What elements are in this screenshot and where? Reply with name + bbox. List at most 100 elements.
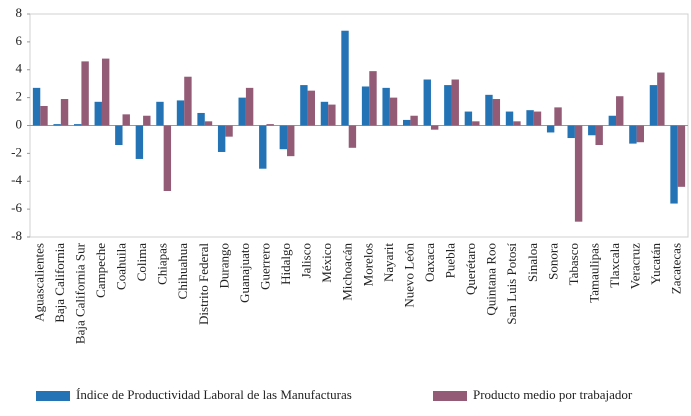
bar	[389, 97, 398, 126]
bar	[546, 125, 555, 133]
bar	[238, 97, 246, 126]
bar	[423, 79, 431, 126]
x-tick-label: Michoacán	[340, 243, 355, 301]
bar	[184, 76, 192, 126]
x-tick-label: Baja California	[52, 243, 67, 323]
legend-swatch	[433, 391, 467, 401]
x-tick-label: Chihuahua	[175, 243, 190, 300]
x-tick-label: Morelos	[360, 243, 375, 286]
x-tick-label: Distrito Federal	[196, 243, 211, 325]
y-tick-label: -6	[11, 200, 22, 215]
bar	[464, 111, 473, 126]
x-tick-label: Querétaro	[463, 243, 478, 295]
bar	[143, 115, 151, 126]
bar	[176, 100, 185, 126]
bar	[259, 125, 267, 169]
x-tick-label: Baja California Sur	[72, 242, 87, 344]
x-tick-label: Sinaloa	[525, 243, 540, 282]
legend-swatch	[36, 391, 70, 401]
x-tick-label: Campeche	[93, 243, 108, 298]
bar	[122, 114, 130, 126]
bar	[225, 125, 233, 137]
bar	[492, 99, 501, 126]
bar	[505, 111, 514, 126]
bar	[430, 125, 439, 130]
x-tick-label: Chiapas	[155, 243, 170, 285]
y-tick-label: -4	[11, 172, 22, 187]
bar	[115, 125, 123, 146]
bar	[60, 99, 69, 126]
y-tick-label: 2	[16, 89, 23, 104]
bar	[657, 72, 665, 126]
bar	[588, 125, 596, 136]
bar	[616, 96, 624, 126]
x-tick-label: Jalisco	[299, 243, 314, 278]
bar	[485, 94, 493, 126]
bar	[410, 115, 418, 126]
bar	[197, 112, 205, 126]
y-tick-label: -2	[11, 144, 22, 159]
y-tick-label: 8	[16, 5, 23, 20]
x-tick-label: Colima	[134, 243, 149, 282]
bar	[526, 110, 534, 126]
legend-label: Índice de Productividad Laboral de las M…	[76, 387, 352, 402]
bar	[204, 121, 213, 126]
bar	[74, 124, 82, 126]
bar	[444, 85, 452, 126]
bar	[245, 87, 254, 126]
bar	[53, 124, 61, 126]
bar	[670, 125, 678, 204]
x-tick-label: Tamaulipas	[586, 243, 601, 303]
legend-label: Producto medio por trabajador	[473, 387, 633, 402]
bar	[513, 121, 521, 126]
bar	[341, 30, 349, 126]
bar	[554, 107, 562, 126]
bar	[677, 125, 686, 187]
x-tick-label: Puebla	[443, 243, 458, 279]
bar	[629, 125, 637, 144]
bar	[307, 90, 315, 126]
x-tick-label: Veracruz	[628, 243, 643, 289]
bar	[320, 101, 329, 126]
x-tick-label: San Luis Potosí	[504, 243, 519, 325]
x-tick-label: Yucatán	[648, 243, 663, 285]
bar	[533, 111, 542, 126]
bar	[595, 125, 603, 146]
bar	[361, 86, 370, 126]
x-tick-label: Tlaxcala	[607, 243, 622, 288]
x-tick-label: Tabasco	[566, 243, 581, 285]
x-tick-label: México	[319, 243, 334, 283]
x-tick-label: Nuevo León	[401, 243, 416, 308]
bar	[300, 85, 308, 126]
y-tick-label: -8	[11, 228, 22, 243]
bar	[403, 119, 411, 126]
bar	[369, 71, 377, 126]
bar	[94, 101, 102, 126]
bar	[156, 101, 164, 126]
bar	[40, 105, 48, 126]
bar	[328, 104, 336, 126]
bar	[472, 121, 480, 126]
x-tick-label: Coahuila	[114, 243, 129, 290]
bar	[101, 58, 110, 126]
bar	[382, 87, 390, 126]
bar	[135, 125, 144, 159]
bar	[451, 79, 459, 126]
bar	[279, 125, 288, 150]
x-tick-label: Nayarit	[381, 243, 396, 282]
bar	[217, 125, 226, 152]
x-tick-label: Quintana Roo	[484, 243, 499, 316]
y-tick-label: 4	[16, 61, 23, 76]
y-tick-label: 0	[16, 116, 23, 131]
x-tick-label: Guerrero	[257, 243, 272, 290]
x-tick-label: Sonora	[545, 243, 560, 280]
bar	[608, 115, 617, 126]
bar	[287, 125, 295, 157]
y-tick-label: 6	[16, 33, 23, 48]
x-tick-label: Guanajuato	[237, 243, 252, 303]
x-tick-label: Hidalgo	[278, 243, 293, 285]
x-tick-label: Oaxaca	[422, 243, 437, 282]
bar	[163, 125, 172, 192]
